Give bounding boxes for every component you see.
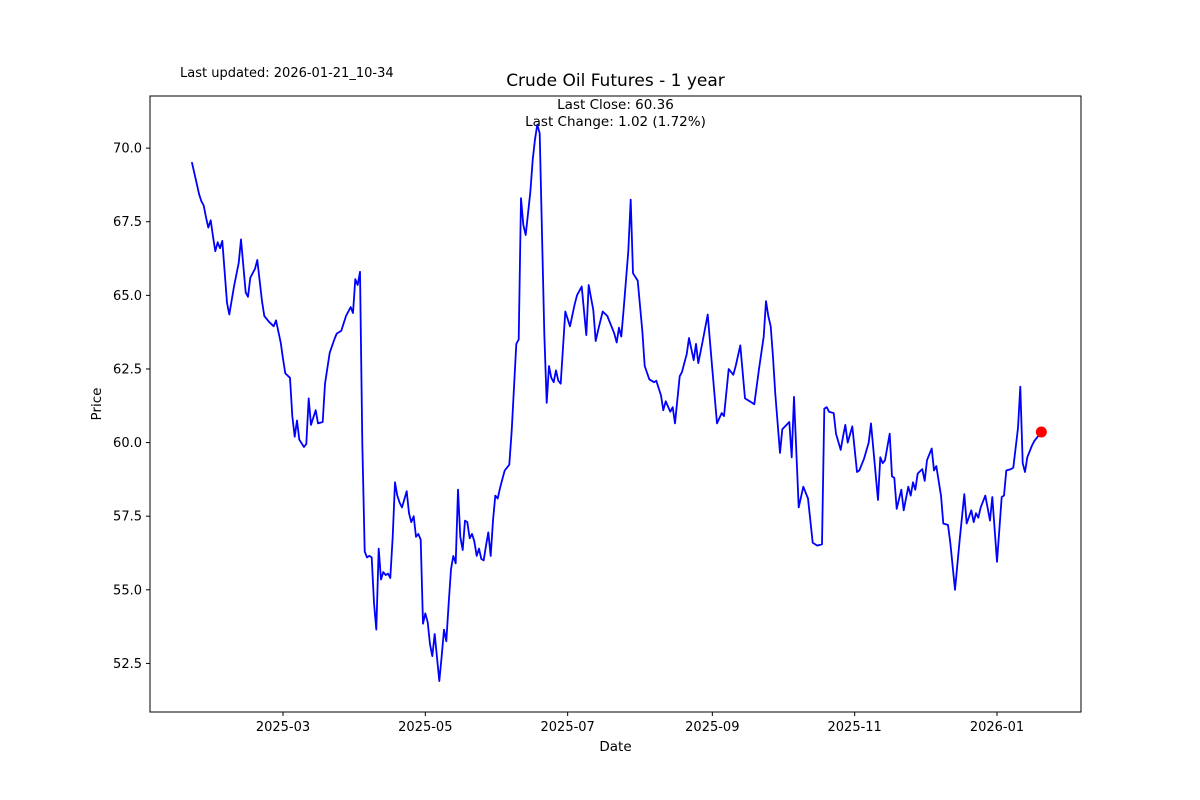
y-tick-label: 70.0 <box>113 142 142 157</box>
x-tick-label: 2025-03 <box>256 720 310 735</box>
annotation-last-change: Last Change: 1.02 (1.72%) <box>525 114 706 130</box>
last-close-marker <box>1035 426 1047 438</box>
axes-box <box>149 95 1082 713</box>
y-tick-label: 57.5 <box>113 510 142 525</box>
y-tick-label: 55.0 <box>113 583 142 598</box>
x-tick-label: 2025-05 <box>398 720 452 735</box>
chart-title: Crude Oil Futures - 1 year <box>506 71 725 91</box>
x-tick-label: 2025-11 <box>828 720 882 735</box>
y-tick-label: 60.0 <box>113 436 142 451</box>
price-line <box>191 123 1043 682</box>
x-axis-label: Date <box>599 739 632 755</box>
y-tick-label: 65.0 <box>113 289 142 304</box>
annotation-last-close: Last Close: 60.36 <box>557 97 674 113</box>
x-tick-label: 2025-07 <box>541 720 595 735</box>
y-tick-label: 67.5 <box>113 215 142 230</box>
x-tick-label: 2025-09 <box>685 720 739 735</box>
y-tick-label: 52.5 <box>113 657 142 672</box>
x-tick-label: 2026-01 <box>970 720 1024 735</box>
last-updated-text: Last updated: 2026-01-21_10-34 <box>180 66 394 81</box>
y-tick-label: 62.5 <box>113 362 142 377</box>
